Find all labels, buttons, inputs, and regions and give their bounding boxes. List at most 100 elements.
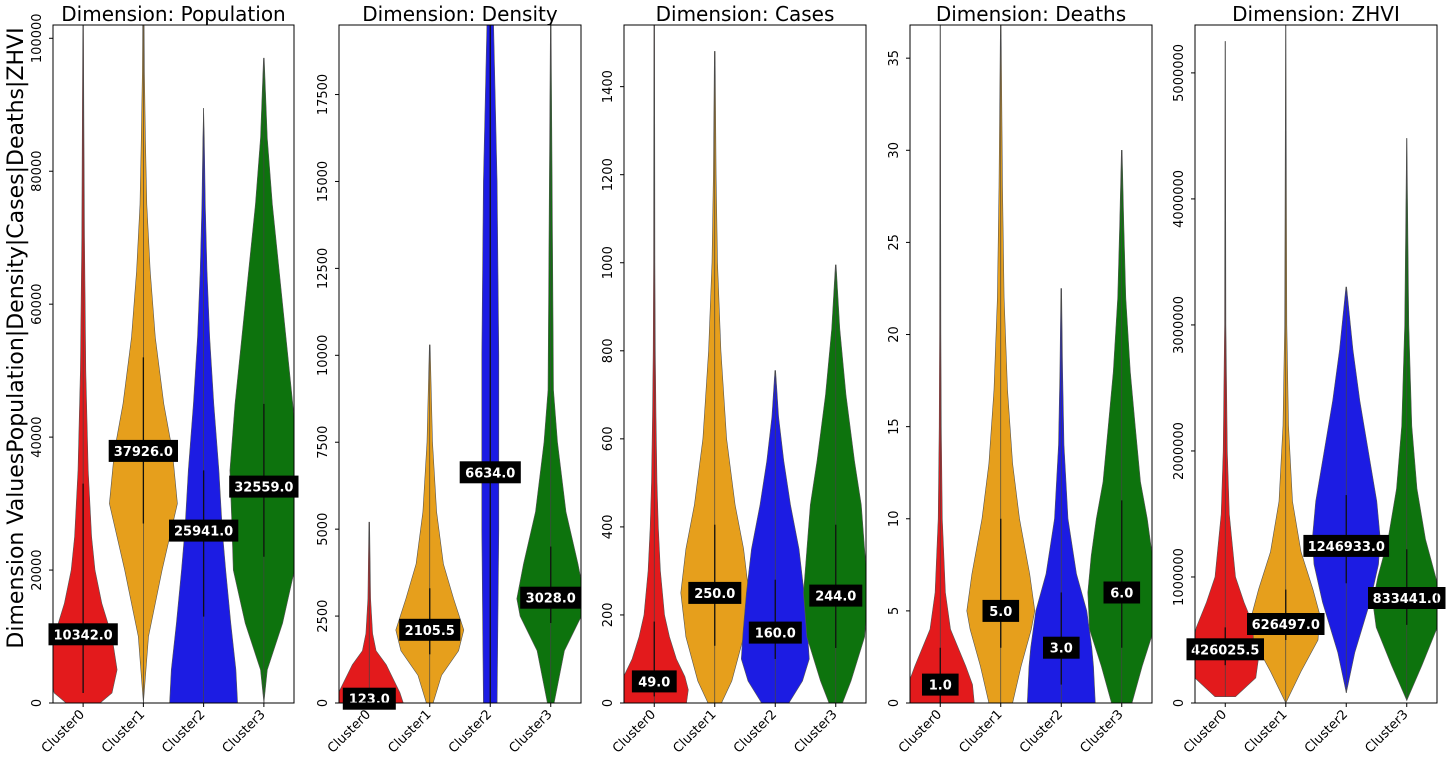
y-tick-label: 800	[601, 338, 616, 363]
median-label-cluster1: 250.0	[688, 581, 742, 604]
y-tick-label: 1400	[601, 70, 616, 103]
x-tick-label: Cluster0	[896, 707, 945, 756]
x-tick-label: Cluster0	[325, 707, 374, 756]
median-label-cluster3: 244.0	[809, 584, 863, 607]
x-tick-label: Cluster0	[39, 707, 88, 756]
violin-group	[53, 25, 294, 703]
median-label-text: 244.0	[815, 590, 856, 605]
median-label-cluster1: 2105.5	[399, 618, 461, 641]
y-tick-label: 600	[601, 426, 616, 451]
y-tick-label: 3000000	[1172, 296, 1187, 354]
violin-cluster0	[910, 25, 975, 703]
median-label-cluster3: 6.0	[1103, 581, 1141, 604]
panel-0: 10342.0 37926.0 25941.0 32559.0 0 20000 40000 6…	[30, 2, 299, 756]
median-label-cluster2: 25941.0	[169, 519, 239, 542]
y-tick-label: 5	[887, 607, 902, 615]
x-tick-label: Cluster0	[610, 707, 659, 756]
x-tick-label: Cluster2	[1017, 707, 1066, 756]
median-label-text: 5.0	[989, 605, 1012, 620]
violin-cluster3	[516, 25, 581, 703]
median-label-text: 25941.0	[174, 525, 233, 540]
panel-1: 123.0 2105.5 6634.0 3028.0 0 2500 5000 7500 1000…	[316, 2, 582, 756]
y-tick-label: 20	[887, 326, 902, 343]
figure-ylabel: Dimension ValuesPopulation|Density|Cases…	[4, 27, 29, 648]
median-label-text: 426025.5	[1191, 643, 1259, 658]
median-label-cluster1: 626497.0	[1247, 613, 1325, 635]
median-label-box	[520, 586, 582, 609]
y-tick-label: 0	[30, 699, 45, 707]
median-label-box	[1186, 638, 1264, 661]
median-label-cluster3: 32559.0	[229, 475, 299, 498]
y-tick-label: 7500	[316, 426, 331, 459]
y-tick-label: 4000000	[1172, 170, 1187, 228]
x-tick-label: Cluster3	[1077, 707, 1126, 756]
median-label-cluster3: 3028.0	[520, 586, 582, 609]
violin-group	[910, 25, 1152, 703]
violin-group	[1195, 25, 1437, 703]
y-tick-label: 100000	[30, 13, 45, 63]
median-label-cluster0: 1.0	[922, 673, 959, 696]
panel-frame	[1194, 24, 1438, 704]
median-label-text: 3028.0	[526, 592, 576, 607]
median-label-box	[1303, 534, 1390, 557]
median-label-cluster2: 1246933.0	[1303, 534, 1390, 557]
median-label-box	[169, 519, 239, 542]
y-tick-label: 40000	[30, 416, 45, 457]
y-tick-label: 20000	[30, 549, 45, 590]
x-tick-label: Cluster1	[99, 707, 148, 756]
panel-frame	[909, 24, 1153, 704]
median-label-box	[108, 439, 178, 462]
median-label-cluster0: 426025.5	[1186, 638, 1264, 661]
median-label-box	[1043, 636, 1080, 659]
median-label-box	[748, 621, 802, 644]
y-tick-label: 15	[887, 418, 902, 435]
median-label-cluster0: 49.0	[631, 670, 677, 693]
median-label-cluster3: 833441.0	[1368, 587, 1446, 609]
median-label-box	[1247, 613, 1325, 635]
y-tick-label: 1000	[601, 246, 616, 279]
median-label-box	[982, 599, 1020, 622]
panel-title: Dimension: ZHVI	[1232, 2, 1400, 26]
x-tick-label: Cluster2	[1302, 707, 1351, 756]
y-tick-label: 25	[887, 234, 902, 251]
panel-title: Dimension: Deaths	[936, 2, 1126, 26]
y-tick-label: 60000	[30, 284, 45, 325]
y-tick-label: 0	[316, 699, 331, 707]
x-tick-label: Cluster3	[791, 707, 840, 756]
median-label-cluster1: 5.0	[982, 599, 1020, 622]
median-label-cluster0: 123.0	[342, 687, 396, 710]
median-label-box	[1368, 587, 1446, 609]
median-label-box	[1103, 581, 1141, 604]
x-tick-label: Cluster2	[159, 707, 208, 756]
x-tick-label: Cluster3	[1362, 707, 1411, 756]
median-label-box	[342, 687, 396, 710]
median-label-text: 2105.5	[405, 624, 455, 639]
x-tick-label: Cluster1	[670, 707, 719, 756]
y-tick-label: 12500	[316, 248, 331, 289]
median-label-box	[922, 673, 959, 696]
median-label-box	[48, 623, 118, 646]
y-tick-label: 5000	[316, 513, 331, 546]
panel-title: Dimension: Density	[362, 2, 558, 26]
y-tick-label: 5000000	[1172, 44, 1187, 102]
y-tick-label: 0	[887, 699, 902, 707]
x-tick-label: Cluster0	[1181, 707, 1230, 756]
x-tick-label: Cluster1	[1241, 707, 1290, 756]
median-label-box	[399, 618, 461, 641]
x-tick-label: Cluster1	[956, 707, 1005, 756]
median-label-text: 49.0	[638, 675, 670, 690]
panel-title: Dimension: Population	[61, 2, 285, 26]
y-tick-label: 15000	[316, 161, 331, 202]
median-label-box	[631, 670, 677, 693]
x-tick-label: Cluster2	[731, 707, 780, 756]
y-tick-label: 2000000	[1172, 422, 1187, 480]
panel-title: Dimension: Cases	[656, 2, 835, 26]
median-label-text: 1.0	[929, 679, 952, 694]
median-label-box	[229, 475, 299, 498]
median-label-text: 160.0	[755, 627, 796, 642]
median-label-cluster0: 10342.0	[48, 623, 118, 646]
violin-group	[339, 25, 581, 703]
